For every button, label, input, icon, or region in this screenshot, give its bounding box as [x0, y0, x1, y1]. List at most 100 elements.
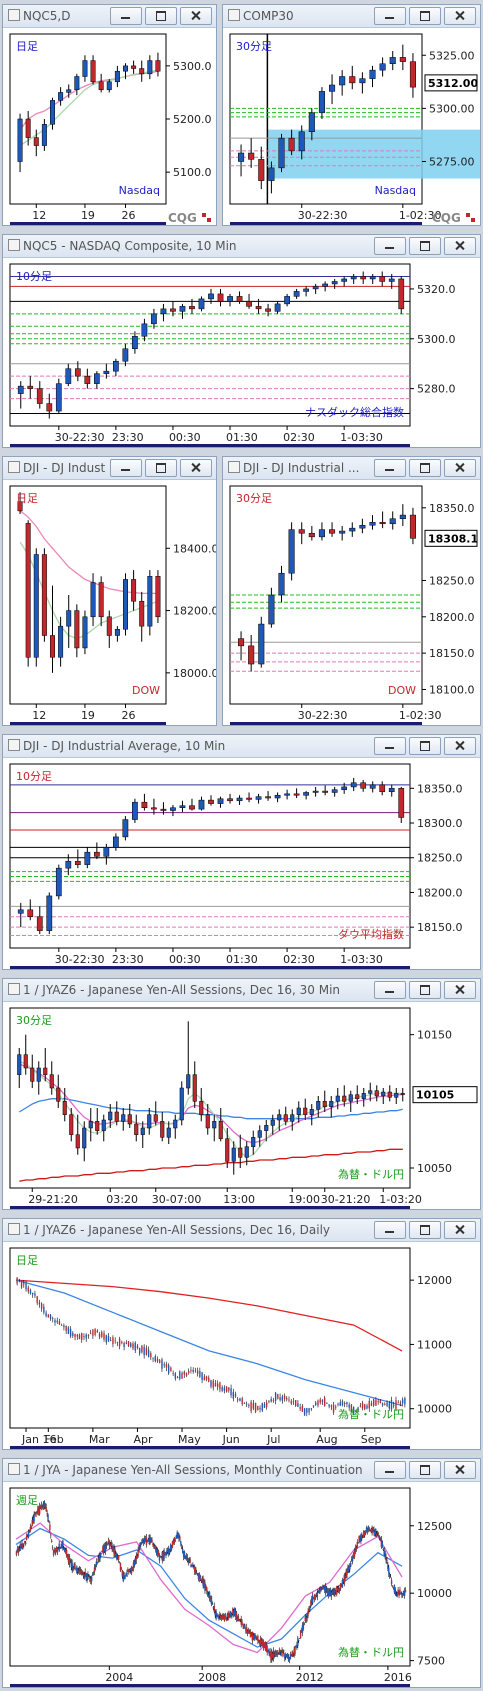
maximize-button[interactable] — [409, 737, 441, 755]
maximize-button[interactable] — [409, 1221, 441, 1239]
instrument-label: 為替・ドル円 — [338, 1407, 404, 1421]
candlestick — [27, 1285, 29, 1294]
candlestick — [39, 1504, 42, 1509]
candlestick — [388, 273, 395, 289]
candlestick — [93, 842, 100, 860]
candlestick — [51, 1545, 54, 1551]
price-chart[interactable]: 5320.0 5300.0 5280.0 30-22:30 23:30 00:30 01:3… — [3, 258, 480, 448]
window-title-bar[interactable]: 1 / JYAZ6 - Japanese Yen-All Sessions, D… — [3, 979, 480, 1002]
candlestick — [141, 1345, 143, 1354]
candlestick — [400, 1592, 402, 1595]
price-chart[interactable]: 18400.0 18200.0 18000.0 12 19 26 日足 DOW — [3, 480, 216, 726]
maximize-button[interactable] — [409, 237, 441, 255]
window-title: 1 / JYAZ6 - Japanese Yen-All Sessions, D… — [8, 983, 370, 997]
minimize-button[interactable] — [374, 981, 406, 999]
candlestick — [20, 1280, 23, 1289]
window-title-bar[interactable]: 1 / JYA - Japanese Yen-All Sessions, Mon… — [3, 1459, 480, 1482]
candlestick — [105, 1334, 107, 1345]
price-chart[interactable]: 18350.0 18300.0 18250.0 18200.0 18150.0 30-22… — [3, 758, 480, 970]
window-title-bar[interactable]: DJI - DJ Industrial ... — [223, 457, 480, 480]
window-title-bar[interactable]: NQC5 - NASDAQ Composite, 10 Min — [3, 235, 480, 258]
candlestick — [246, 792, 252, 803]
candlestick — [399, 44, 406, 71]
maximize-button[interactable] — [145, 459, 177, 477]
candlestick — [78, 1333, 81, 1340]
x-tick-label: 13:00 — [223, 1193, 255, 1206]
chart-window[interactable]: NQC5 - NASDAQ Composite, 10 Min 5320.0 530… — [2, 234, 481, 448]
price-chart[interactable]: 5325.00 5300.00 5275.00 5312.00 30-22:30 1-02… — [223, 28, 480, 226]
price-chart[interactable]: 5300.0 5200.0 5100.0 12 19 26 日足 Nasdaq CQG — [3, 28, 216, 226]
chart-window[interactable]: COMP30 5325.00 5300.00 5275.00 5312.00 30-22:… — [222, 4, 481, 226]
chart-window[interactable]: NQC5,D 5300.0 5200.0 5100.0 12 19 26 日足 Nasdaq CQ… — [2, 4, 217, 226]
candlestick — [245, 1401, 248, 1408]
chart-window[interactable]: 1 / JYAZ6 - Japanese Yen-All Sessions, D… — [2, 1218, 481, 1450]
instrument-label: Nasdaq — [119, 184, 160, 197]
candlestick — [349, 65, 356, 90]
window-title-bar[interactable]: DJI - DJ Industrial Average, 10 Min — [3, 735, 480, 758]
close-button[interactable] — [444, 7, 476, 25]
minimize-button[interactable] — [374, 237, 406, 255]
candlestick — [289, 1651, 292, 1660]
candlestick — [99, 1551, 101, 1563]
candlestick — [173, 1114, 178, 1139]
candlestick — [368, 1398, 370, 1412]
chart-window[interactable]: DJI - DJ Industrial ... 18350.0 18250.0 182… — [222, 456, 481, 726]
candlestick — [103, 363, 110, 379]
timeframe-label: 週足 — [16, 1494, 38, 1507]
close-button[interactable] — [444, 1461, 476, 1479]
minimize-button[interactable] — [374, 7, 406, 25]
candlestick — [147, 55, 153, 80]
timeframe-label: 日足 — [16, 40, 38, 53]
chart-window-icon — [8, 739, 20, 751]
candlestick — [193, 1565, 195, 1570]
window-title-bar[interactable]: NQC5,D — [3, 5, 216, 28]
candlestick — [387, 1085, 392, 1102]
maximize-button[interactable] — [409, 981, 441, 999]
candlestick — [294, 1399, 297, 1407]
minimize-button[interactable] — [374, 737, 406, 755]
minimize-button[interactable] — [110, 7, 142, 25]
candlestick — [390, 1577, 393, 1587]
close-button[interactable] — [444, 737, 476, 755]
candlestick — [402, 1592, 404, 1598]
candlestick — [293, 1646, 295, 1658]
candlestick — [205, 1375, 208, 1382]
candlestick — [339, 70, 346, 96]
chart-window[interactable]: DJI - DJ Industrial Average, 10 Min 18350… — [2, 734, 481, 970]
maximize-button[interactable] — [409, 459, 441, 477]
chart-window[interactable]: 1 / JYAZ6 - Japanese Yen-All Sessions, D… — [2, 978, 481, 1210]
candlestick — [282, 1649, 284, 1658]
close-button[interactable] — [444, 981, 476, 999]
close-button[interactable] — [444, 1221, 476, 1239]
minimize-button[interactable] — [374, 459, 406, 477]
candlestick — [332, 1401, 335, 1415]
window-title-bar[interactable]: DJI - DJ Industrial ... — [3, 457, 216, 480]
candlestick — [151, 798, 157, 815]
maximize-button[interactable] — [409, 7, 441, 25]
candlestick — [322, 785, 329, 796]
maximize-button[interactable] — [409, 1461, 441, 1479]
close-button[interactable] — [444, 237, 476, 255]
price-chart[interactable]: 10150 10050 10105 29-21:20 03:20 30-07:00 13:0… — [3, 1002, 480, 1210]
chart-window[interactable]: DJI - DJ Industrial ... 18400.0 18200.0 180… — [2, 456, 217, 726]
close-button[interactable] — [444, 459, 476, 477]
price-chart[interactable]: 18350.0 18250.0 18200.0 18150.0 18100.0 18308… — [223, 480, 480, 726]
close-button[interactable] — [180, 459, 212, 477]
chart-window[interactable]: 1 / JYA - Japanese Yen-All Sessions, Mon… — [2, 1458, 481, 1688]
minimize-button[interactable] — [374, 1461, 406, 1479]
chart-window-icon — [8, 983, 20, 995]
candlestick — [291, 1650, 293, 1658]
close-button[interactable] — [180, 7, 212, 25]
x-tick-label: Jul — [266, 1433, 280, 1446]
candlestick — [250, 1399, 252, 1414]
candlestick — [338, 1587, 341, 1594]
window-title-bar[interactable]: 1 / JYAZ6 - Japanese Yen-All Sessions, D… — [3, 1219, 480, 1242]
window-title-bar[interactable]: COMP30 — [223, 5, 480, 28]
minimize-button[interactable] — [110, 459, 142, 477]
candlestick — [151, 1537, 153, 1543]
maximize-button[interactable] — [145, 7, 177, 25]
candlestick — [153, 1101, 158, 1126]
minimize-button[interactable] — [374, 1221, 406, 1239]
